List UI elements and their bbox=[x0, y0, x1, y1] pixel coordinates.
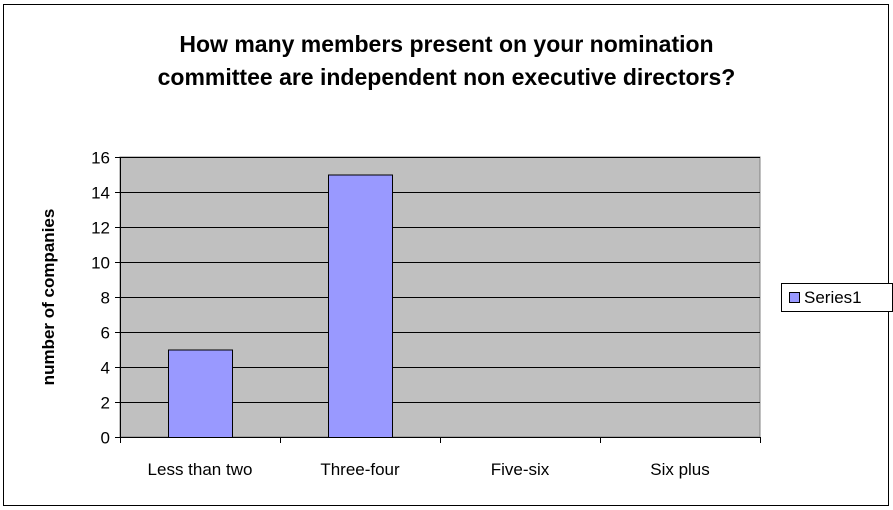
legend-swatch-series1 bbox=[789, 292, 800, 303]
x-tick-label: Less than two bbox=[148, 460, 253, 479]
bar-three-four bbox=[328, 174, 393, 438]
y-axis: 0 2 4 6 8 10 12 14 16 bbox=[91, 149, 121, 448]
y-tick-label: 10 bbox=[91, 254, 110, 273]
y-tick-label: 14 bbox=[91, 184, 110, 203]
chart-title-line-2: committee are independent non executive … bbox=[157, 64, 736, 90]
chart-title: How many members present on your nominat… bbox=[0, 28, 893, 94]
legend: Series1 bbox=[781, 283, 893, 312]
bars bbox=[168, 174, 393, 438]
legend-label-series1: Series1 bbox=[804, 287, 862, 307]
chart-title-line-1: How many members present on your nominat… bbox=[179, 31, 714, 57]
y-tick-label: 6 bbox=[101, 324, 110, 343]
x-tick-label: Six plus bbox=[650, 460, 710, 479]
y-tick-label: 8 bbox=[101, 289, 110, 308]
y-tick-label: 16 bbox=[91, 149, 110, 168]
x-tick-label: Five-six bbox=[491, 460, 550, 479]
y-tick-label: 4 bbox=[101, 359, 110, 378]
y-tick-label: 0 bbox=[101, 429, 110, 448]
bar-less-than-two bbox=[168, 349, 233, 438]
y-axis-label: number of companies bbox=[39, 209, 58, 386]
x-axis: Less than two Three-four Five-six Six plus bbox=[120, 437, 761, 479]
y-tick-label: 12 bbox=[91, 219, 110, 238]
x-tick-label: Three-four bbox=[320, 460, 400, 479]
y-tick-label: 2 bbox=[101, 394, 110, 413]
